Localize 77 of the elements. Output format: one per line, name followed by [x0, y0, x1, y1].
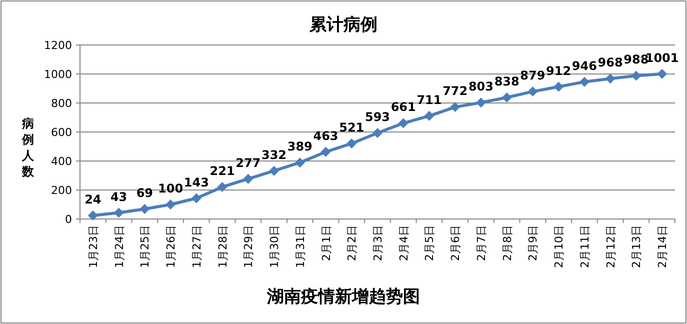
x-tick-label: 2月7日	[474, 225, 488, 261]
point	[372, 128, 382, 138]
data-label: 711	[416, 92, 442, 107]
data-label: 463	[313, 128, 338, 143]
point	[346, 138, 357, 148]
x-tick-label: 1月24日	[112, 225, 126, 268]
x-tick-label: 2月11日	[578, 225, 592, 268]
point	[320, 146, 331, 157]
y-tick-label: 0	[65, 213, 72, 226]
x-tick-label: 1月29日	[242, 225, 256, 268]
x-tick-label: 1月23日	[86, 225, 100, 268]
x-tick-label: 1月25日	[138, 225, 152, 268]
x-tick-label: 1月26日	[164, 225, 178, 268]
data-label: 389	[287, 140, 312, 154]
x-tick-label: 2月12日	[604, 225, 618, 268]
data-label: 772	[442, 84, 468, 98]
x-tick-label: 1月27日	[190, 225, 204, 268]
x-tick-label: 1月30日	[268, 225, 282, 268]
point	[450, 102, 460, 112]
x-tick-label: 2月4日	[397, 225, 410, 261]
x-tick-label: 2月6日	[449, 225, 462, 261]
data-label: 277	[236, 156, 261, 170]
y-axis-title: 病例人数	[21, 116, 35, 178]
x-tick-label: 2月3日	[372, 225, 384, 261]
data-label: 879	[520, 68, 546, 83]
x-tick-label: 1月28日	[216, 225, 230, 268]
data-label: 838	[494, 74, 520, 88]
x-tick-label: 2月9日	[526, 225, 540, 261]
point	[88, 210, 98, 221]
x-tick-label: 1月31日	[294, 225, 307, 268]
point	[114, 208, 124, 218]
data-label: 946	[572, 58, 597, 73]
point	[554, 82, 564, 92]
data-label: 593	[364, 110, 390, 124]
point	[528, 86, 538, 97]
x-tick-label: 2月1日	[320, 225, 333, 261]
y-tick-label: 800	[51, 97, 72, 110]
y-tick-label: 1000	[44, 68, 72, 81]
point	[605, 74, 616, 84]
point	[579, 76, 590, 87]
data-label: 143	[184, 175, 209, 190]
data-label: 69	[136, 186, 154, 200]
point	[502, 92, 512, 102]
chart-title: 累计病例	[308, 15, 378, 35]
data-label: 24	[84, 192, 102, 207]
point	[166, 200, 176, 210]
data-label: 521	[339, 120, 364, 134]
point	[398, 118, 408, 128]
data-label: 100	[158, 182, 184, 196]
point	[217, 182, 228, 192]
y-tick-label: 200	[51, 184, 72, 197]
y-tick-label: 400	[51, 155, 72, 168]
point	[657, 68, 668, 79]
x-tick-label: 2月8日	[500, 225, 514, 261]
x-tick-label: 2月10日	[552, 225, 566, 268]
x-axis-title: 湖南疫情新增趋势图	[266, 287, 420, 307]
point	[269, 166, 280, 176]
point	[424, 110, 434, 121]
x-tick-label: 2月2日	[346, 225, 359, 261]
point	[476, 98, 486, 108]
point	[294, 158, 305, 168]
data-label: 661	[390, 100, 416, 114]
data-label: 332	[261, 148, 287, 162]
x-tick-label: 2月14日	[656, 225, 670, 268]
data-label: 912	[546, 64, 572, 78]
x-tick-label: 2月13日	[630, 225, 644, 268]
data-label: 968	[598, 56, 623, 70]
y-tick-label: 600	[51, 126, 72, 139]
point	[631, 70, 642, 81]
data-label: 43	[110, 190, 128, 204]
point	[191, 193, 202, 204]
data-label: 221	[210, 164, 235, 178]
data-label: 803	[468, 80, 494, 94]
y-tick-label: 1200	[44, 39, 72, 52]
x-tick-label: 2月5日	[423, 225, 436, 261]
point	[243, 174, 254, 184]
point	[140, 204, 150, 214]
